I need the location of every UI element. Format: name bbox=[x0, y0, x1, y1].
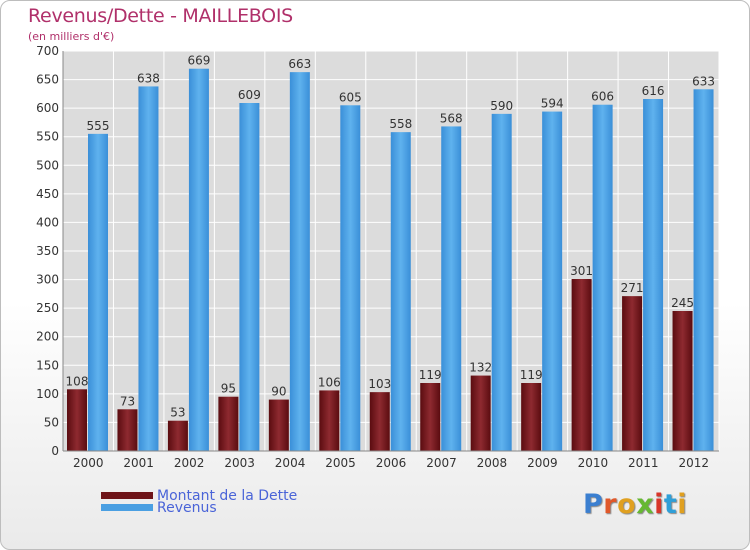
bar-revenus bbox=[289, 72, 310, 452]
data-label-revenus: 594 bbox=[541, 97, 564, 111]
y-tick-label: 500 bbox=[36, 158, 59, 172]
data-label-revenus: 638 bbox=[137, 71, 160, 85]
bar-debt bbox=[420, 383, 441, 451]
chart-subtitle: (en milliers d'€) bbox=[28, 30, 115, 43]
data-label-revenus: 555 bbox=[87, 119, 110, 133]
bar-revenus bbox=[542, 111, 563, 452]
legend-label-revenus: Revenus bbox=[157, 500, 217, 516]
x-tick-label: 2002 bbox=[174, 456, 205, 470]
data-label-debt: 301 bbox=[570, 264, 593, 278]
bar-revenus bbox=[138, 86, 159, 451]
proxiti-logo: Proxiti bbox=[583, 489, 687, 520]
bar-debt bbox=[521, 383, 542, 451]
data-label-revenus: 605 bbox=[339, 90, 362, 104]
chart-title: Revenus/Dette - MAILLEBOIS bbox=[28, 5, 293, 27]
x-tick-label: 2011 bbox=[628, 456, 659, 470]
bar-revenus bbox=[188, 68, 209, 451]
logo-letter: o bbox=[617, 489, 637, 520]
data-labels: 108 555 73 638 53 669 95 609 90 663 106 605 103 558 11… bbox=[66, 54, 715, 420]
y-tick-label: 650 bbox=[36, 73, 59, 87]
bar-debt bbox=[672, 311, 693, 451]
y-tick-label: 100 bbox=[36, 387, 59, 401]
logo-letter: i bbox=[677, 489, 688, 520]
x-tick-label: 2009 bbox=[527, 456, 558, 470]
logo-letter: P bbox=[583, 489, 604, 520]
data-label-debt: 271 bbox=[621, 281, 644, 295]
data-label-revenus: 606 bbox=[591, 90, 614, 104]
bar-debt bbox=[67, 389, 87, 451]
bar-debt bbox=[369, 392, 390, 451]
bar-debt bbox=[571, 279, 592, 451]
data-label-debt: 95 bbox=[221, 382, 236, 396]
y-tick-label: 200 bbox=[36, 330, 59, 344]
data-label-debt: 119 bbox=[419, 368, 442, 382]
data-label-revenus: 663 bbox=[288, 57, 311, 71]
bar-revenus bbox=[491, 113, 512, 451]
bar-debt bbox=[622, 296, 643, 451]
x-tick-label: 2008 bbox=[477, 456, 508, 470]
y-tick-label: 400 bbox=[36, 215, 59, 229]
bar-debt bbox=[167, 420, 188, 451]
data-label-revenus: 568 bbox=[440, 111, 463, 125]
y-tick-label: 350 bbox=[36, 244, 59, 258]
bar-debt bbox=[268, 399, 289, 451]
data-label-revenus: 633 bbox=[692, 74, 715, 88]
data-label-debt: 103 bbox=[368, 377, 391, 391]
data-label-debt: 106 bbox=[318, 375, 341, 389]
y-tick-label: 300 bbox=[36, 273, 59, 287]
data-label-debt: 119 bbox=[520, 368, 543, 382]
bar-revenus bbox=[693, 89, 714, 452]
data-label-debt: 132 bbox=[469, 361, 492, 375]
bar-debt bbox=[218, 396, 239, 451]
data-label-debt: 245 bbox=[671, 296, 694, 310]
x-tick-label: 2007 bbox=[426, 456, 457, 470]
logo-letter: x bbox=[636, 489, 655, 520]
x-tick-label: 2004 bbox=[275, 456, 306, 470]
data-label-debt: 53 bbox=[170, 406, 185, 420]
data-label-debt: 90 bbox=[271, 385, 286, 399]
bars bbox=[67, 68, 714, 452]
legend-swatch-revenus bbox=[101, 504, 153, 511]
logo-letter: t bbox=[663, 489, 678, 520]
data-label-debt: 108 bbox=[66, 374, 89, 388]
y-tick-label: 50 bbox=[44, 415, 59, 429]
bar-revenus bbox=[441, 126, 462, 451]
bar-revenus bbox=[239, 103, 260, 451]
y-tick-label: 700 bbox=[36, 44, 59, 58]
x-tick-label: 2005 bbox=[325, 456, 356, 470]
data-label-revenus: 590 bbox=[490, 99, 513, 113]
y-tick-label: 250 bbox=[36, 301, 59, 315]
bar-revenus bbox=[643, 99, 664, 451]
y-tick-label: 0 bbox=[51, 444, 59, 458]
bar-revenus bbox=[340, 105, 361, 452]
bar-debt bbox=[117, 409, 138, 451]
bar-revenus bbox=[390, 132, 411, 451]
x-tick-label: 2001 bbox=[123, 456, 154, 470]
y-tick-label: 150 bbox=[36, 358, 59, 372]
x-tick-label: 2003 bbox=[224, 456, 255, 470]
x-tick-label: 2000 bbox=[73, 456, 104, 470]
bar-debt bbox=[470, 375, 491, 451]
x-tick-label: 2006 bbox=[376, 456, 407, 470]
bar-revenus bbox=[592, 104, 613, 451]
x-tick-label: 2012 bbox=[678, 456, 709, 470]
logo-letter: r bbox=[603, 489, 618, 520]
x-tick-label: 2010 bbox=[578, 456, 609, 470]
data-label-revenus: 669 bbox=[187, 54, 210, 68]
legend-swatch-debt bbox=[101, 492, 153, 499]
data-label-revenus: 616 bbox=[642, 84, 665, 98]
data-label-debt: 73 bbox=[120, 394, 135, 408]
data-label-revenus: 558 bbox=[389, 117, 412, 131]
data-label-revenus: 609 bbox=[238, 88, 261, 102]
y-tick-label: 550 bbox=[36, 130, 59, 144]
logo-letter: i bbox=[654, 489, 664, 520]
y-tick-label: 600 bbox=[36, 101, 59, 115]
axes: 0 50 100 150 200 250 300 350 400 450 500 550 600 650 7… bbox=[36, 44, 719, 470]
bar-debt bbox=[319, 390, 340, 451]
bar-revenus bbox=[88, 133, 108, 451]
legend-label-debt: Montant de la Dette bbox=[157, 488, 298, 504]
y-tick-label: 450 bbox=[36, 187, 59, 201]
